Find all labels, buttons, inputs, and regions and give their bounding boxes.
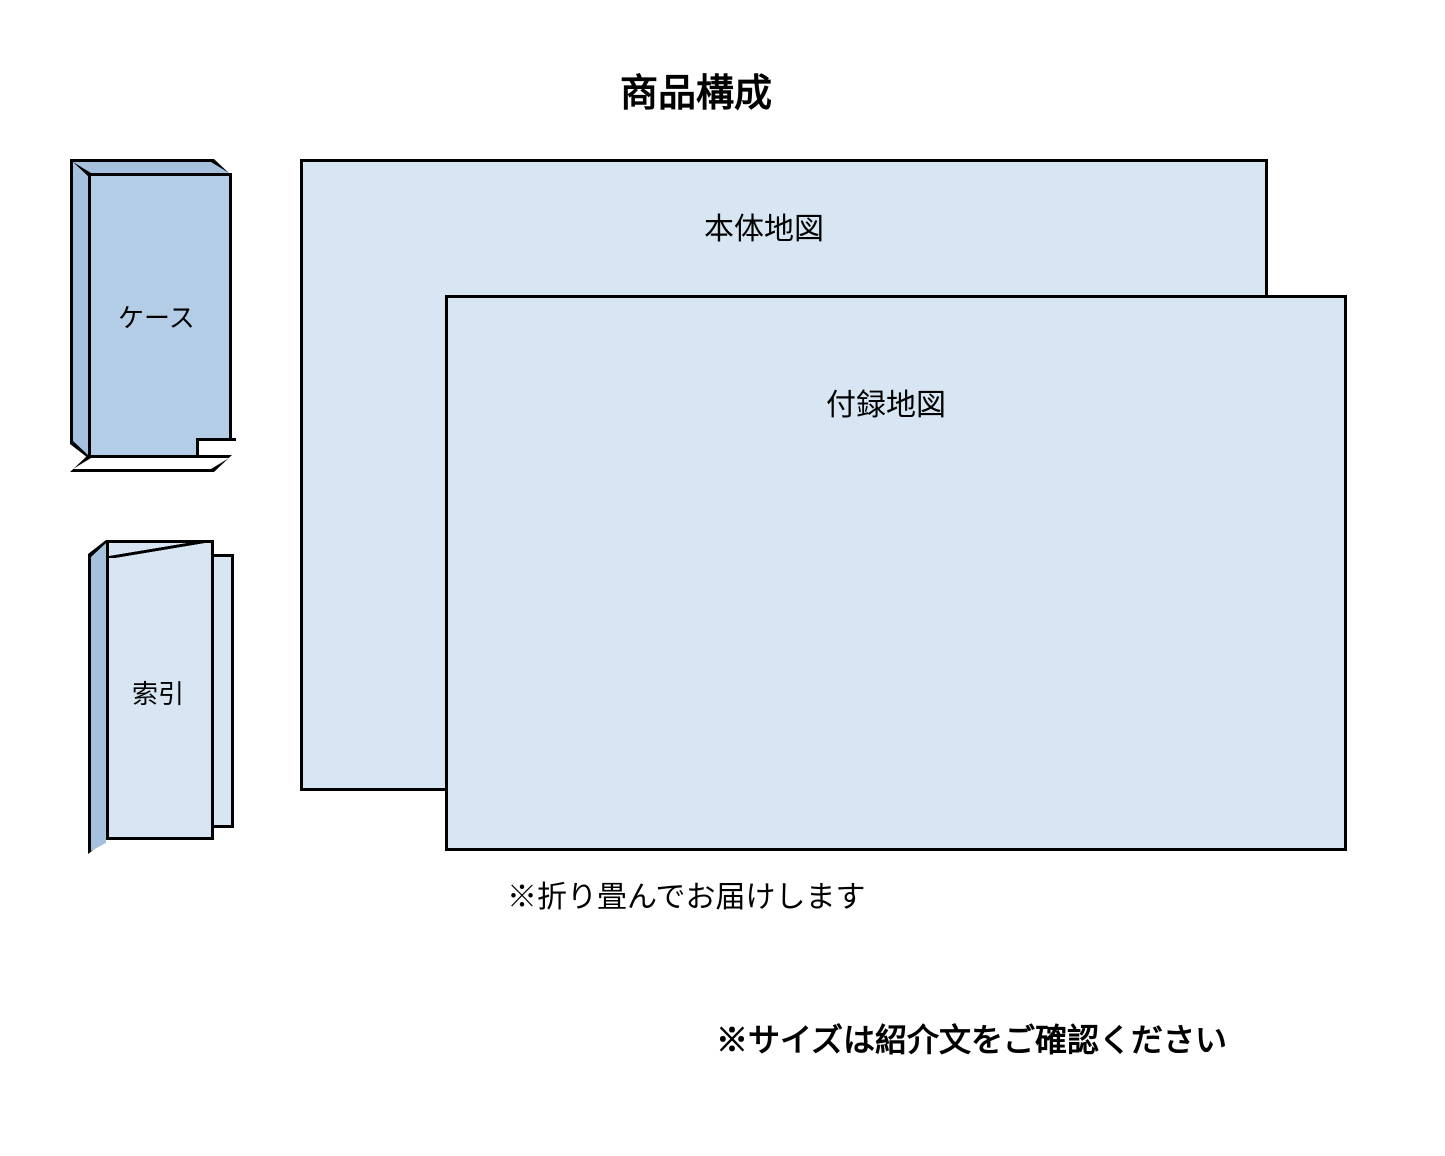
note-folded-delivery: ※折り畳んでお届けします — [507, 872, 866, 916]
appendix-map-label: 付録地図 — [826, 380, 946, 424]
product-composition-diagram: 商品構成本体地図付録地図 ケース索引 ※折り畳んでお届けします ※サイズは紹介文をご確… — [0, 0, 1445, 1156]
main-map-label: 本体地図 — [704, 204, 824, 248]
appendix-map-rect — [445, 295, 1347, 851]
note-check-size: ※サイズは紹介文をご確認ください — [716, 1015, 1227, 1061]
diagram-title: 商品構成 — [620, 62, 772, 117]
index-fold-line — [106, 540, 214, 558]
index-label: 索引 — [132, 674, 184, 711]
case-label: ケース — [118, 298, 195, 335]
